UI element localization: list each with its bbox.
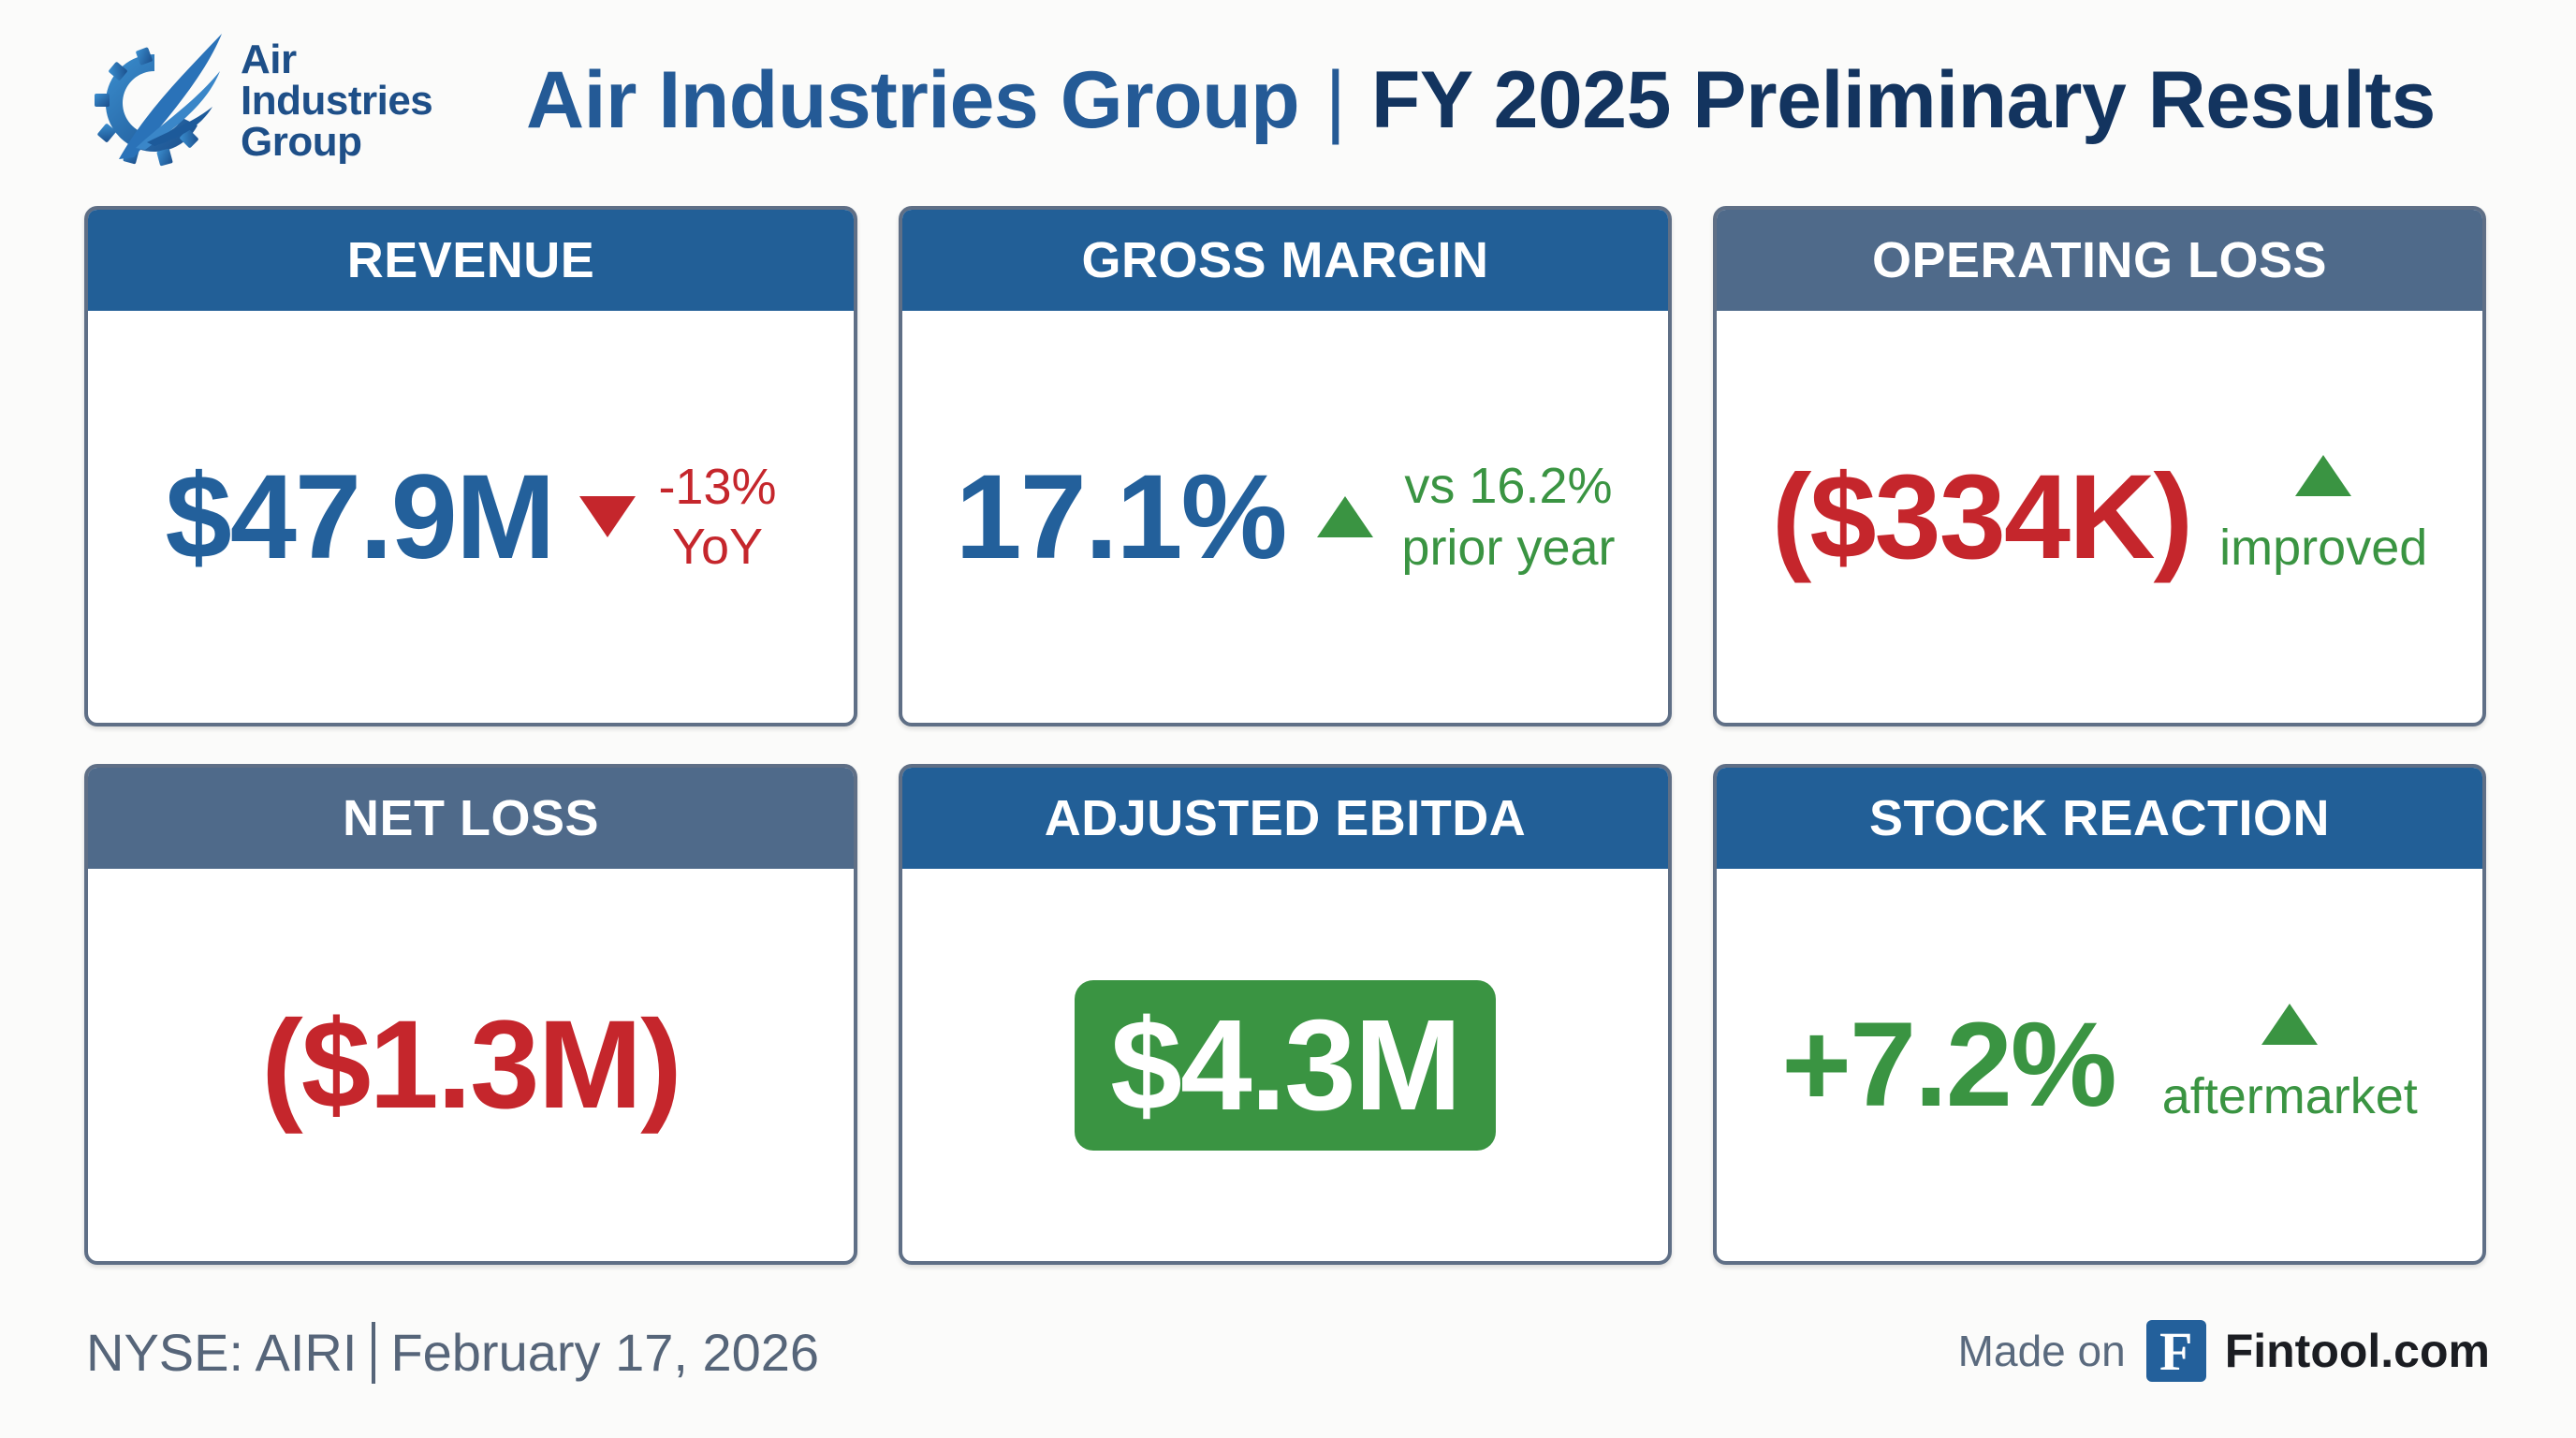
card-body: +7.2% aftermarket xyxy=(1717,869,2482,1261)
report-date: February 17, 2026 xyxy=(390,1323,820,1382)
metric-card-adjusted-ebitda: ADJUSTED EBITDA $4.3M xyxy=(899,764,1672,1265)
metric-value: +7.2% xyxy=(1781,998,2116,1132)
metric-value: ($1.3M) xyxy=(261,995,682,1135)
change-line: vs 16.2% xyxy=(1404,458,1613,514)
metric-card-revenue: REVENUE $47.9M -13% YoY xyxy=(84,206,857,726)
change-line: prior year xyxy=(1401,520,1616,576)
change-line: -13% xyxy=(658,459,777,515)
card-body: ($334K) improved xyxy=(1717,311,2482,723)
page-title: Air Industries Group | FY 2025 Prelimina… xyxy=(526,54,2436,147)
metric-card-operating-loss: OPERATING LOSS ($334K) improved xyxy=(1713,206,2486,726)
fintool-link[interactable]: Fintool.com xyxy=(2224,1325,2490,1377)
logo-line: Industries xyxy=(241,78,433,124)
made-on-fintool[interactable]: Made on F Fintool.com xyxy=(1958,1320,2490,1382)
change-line: aftermarket xyxy=(2161,1067,2418,1124)
card-body: $4.3M xyxy=(902,869,1668,1261)
gear-wing-logo-icon xyxy=(95,34,222,167)
fintool-logo-icon: F xyxy=(2145,1320,2206,1382)
logo-line: Group xyxy=(241,119,362,165)
triangle-up-icon xyxy=(2295,455,2352,496)
metric-change: improved xyxy=(2219,455,2427,579)
metric-value: $47.9M xyxy=(165,449,556,584)
change-line: YoY xyxy=(671,519,764,575)
card-body: ($1.3M) xyxy=(88,869,854,1261)
card-body: 17.1% vs 16.2% prior year xyxy=(902,311,1668,723)
metric-card-stock-reaction: STOCK REACTION +7.2% aftermarket xyxy=(1713,764,2486,1265)
triangle-down-icon xyxy=(579,496,637,537)
logo-wordmark: Air Industries Group xyxy=(241,37,433,165)
metric-change: -13% YoY xyxy=(658,457,776,577)
card-header: OPERATING LOSS xyxy=(1717,210,2482,311)
triangle-up-icon xyxy=(2261,1003,2319,1045)
metric-value-badge: $4.3M xyxy=(1075,979,1496,1151)
footer-info: NYSE: AIRI February 17, 2026 xyxy=(86,1322,819,1387)
card-header: NET LOSS xyxy=(88,768,854,869)
metric-card-net-loss: NET LOSS ($1.3M) xyxy=(84,764,857,1265)
card-header: GROSS MARGIN xyxy=(902,210,1668,311)
title-separator: | xyxy=(1325,55,1346,145)
card-header: ADJUSTED EBITDA xyxy=(902,768,1668,869)
metric-change: aftermarket xyxy=(2161,1003,2418,1127)
made-on-label: Made on xyxy=(1957,1327,2126,1375)
card-header: STOCK REACTION xyxy=(1717,768,2482,869)
metric-value: ($334K) xyxy=(1771,449,2193,584)
logo-line: Air xyxy=(241,37,297,82)
title-company: Air Industries Group xyxy=(526,55,1300,145)
card-body: $47.9M -13% YoY xyxy=(88,311,854,723)
company-logo: Air Industries Group xyxy=(89,28,463,178)
metric-value: 17.1% xyxy=(955,449,1287,584)
ticker: NYSE: AIRI xyxy=(86,1323,358,1382)
triangle-up-icon xyxy=(1317,496,1374,537)
metric-change: vs 16.2% prior year xyxy=(1401,455,1615,579)
metric-card-gross-margin: GROSS MARGIN 17.1% vs 16.2% prior year xyxy=(899,206,1672,726)
title-report: FY 2025 Preliminary Results xyxy=(1370,55,2436,145)
change-line: improved xyxy=(2219,520,2428,576)
card-header: REVENUE xyxy=(88,210,854,311)
footer-separator xyxy=(372,1322,376,1385)
